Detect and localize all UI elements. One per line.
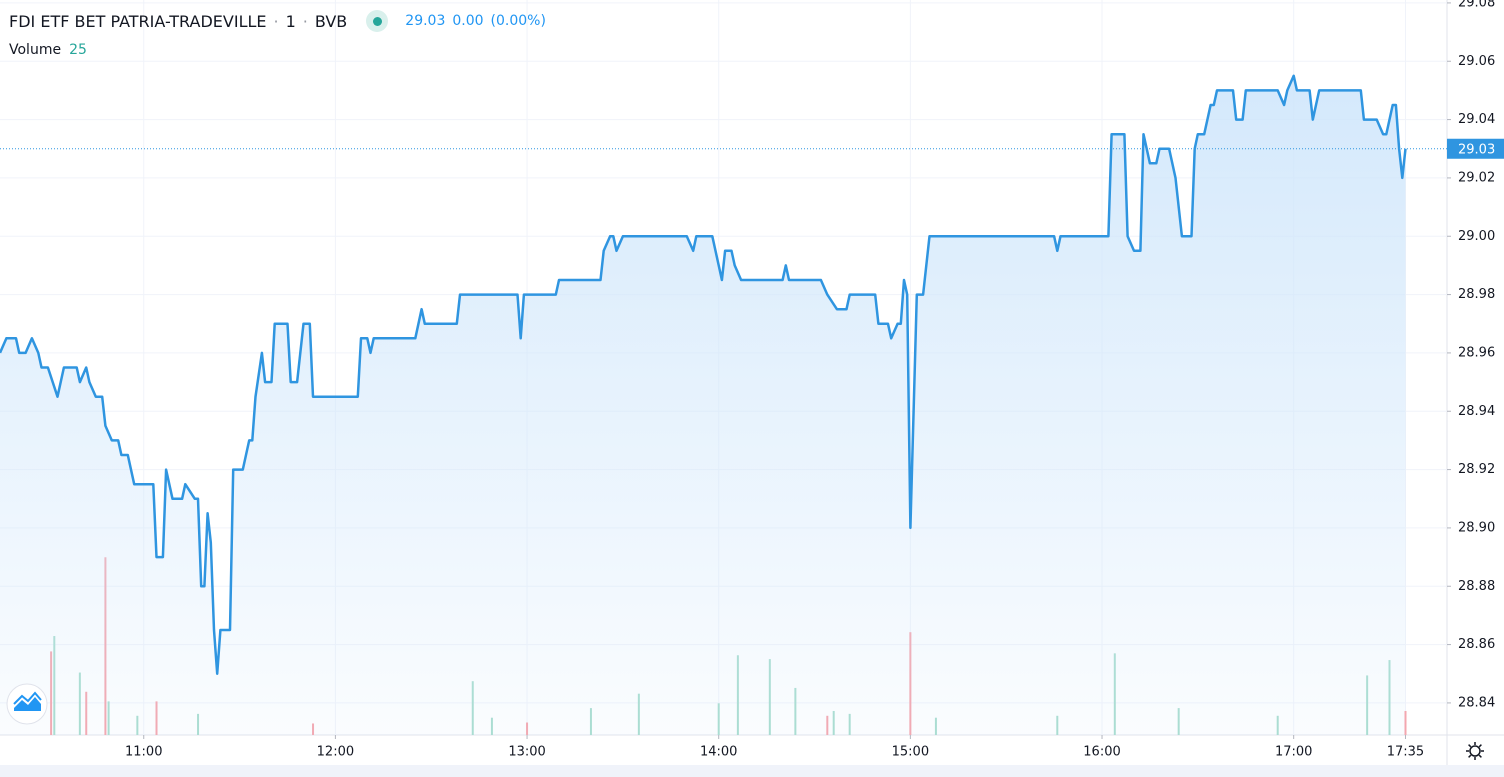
volume-value: 25: [69, 42, 87, 58]
separator: ·: [302, 11, 308, 31]
y-tick-label: 28.88: [1458, 579, 1495, 594]
interval[interactable]: 1: [285, 11, 296, 31]
axes: 28.84 28.86 28.88 28.90 28.92 28.94 28.96 28.98…: [125, 0, 1504, 760]
bottom-strip: [0, 765, 1504, 777]
x-tick-label: 15:00: [892, 745, 929, 760]
x-tick-label: 17:35: [1387, 745, 1424, 760]
x-tick-label: 13:00: [508, 745, 545, 760]
volume-title: Volume: [9, 42, 62, 58]
symbol-header: FDI ETF BET PATRIA-TRADEVILLE · 1 · BVB …: [9, 10, 546, 32]
last-price-label: 29.03: [1458, 142, 1495, 157]
separator: ·: [273, 11, 279, 31]
y-tick-label: 28.94: [1458, 404, 1495, 419]
y-tick-label: 28.86: [1458, 637, 1495, 652]
price-pane: [0, 74, 1447, 736]
change-percent: (0.00%): [490, 13, 546, 29]
y-tick-label: 28.98: [1458, 287, 1495, 302]
y-tick-label: 28.96: [1458, 345, 1495, 360]
settings-icon[interactable]: [1466, 742, 1484, 760]
y-tick-label: 29.04: [1458, 112, 1495, 127]
x-tick-label: 16:00: [1083, 745, 1120, 760]
y-tick-label: 29.06: [1458, 54, 1495, 69]
volume-legend: Volume 25: [9, 42, 87, 58]
last-price-tag: [1447, 138, 1504, 159]
y-tick-label: 28.90: [1458, 520, 1495, 535]
y-tick-label: 29.00: [1458, 229, 1495, 244]
last-price: 29.03: [405, 13, 446, 29]
y-tick-label: 28.84: [1458, 695, 1495, 710]
logo: [6, 683, 48, 725]
x-tick-label: 12:00: [317, 745, 354, 760]
y-tick-label: 28.92: [1458, 462, 1495, 477]
y-tick-label: 29.02: [1458, 170, 1495, 185]
x-tick-label: 14:00: [700, 745, 737, 760]
market-status[interactable]: [366, 10, 389, 32]
exchange: BVB: [314, 11, 348, 31]
change: 0.00: [452, 13, 484, 29]
status-dot: [372, 16, 382, 26]
symbol-title[interactable]: FDI ETF BET PATRIA-TRADEVILLE: [9, 11, 267, 31]
y-tick-label: 29.08: [1458, 0, 1495, 10]
x-tick-label: 17:00: [1275, 745, 1312, 760]
x-tick-label: 11:00: [125, 745, 162, 760]
price-line: [0, 74, 1407, 675]
